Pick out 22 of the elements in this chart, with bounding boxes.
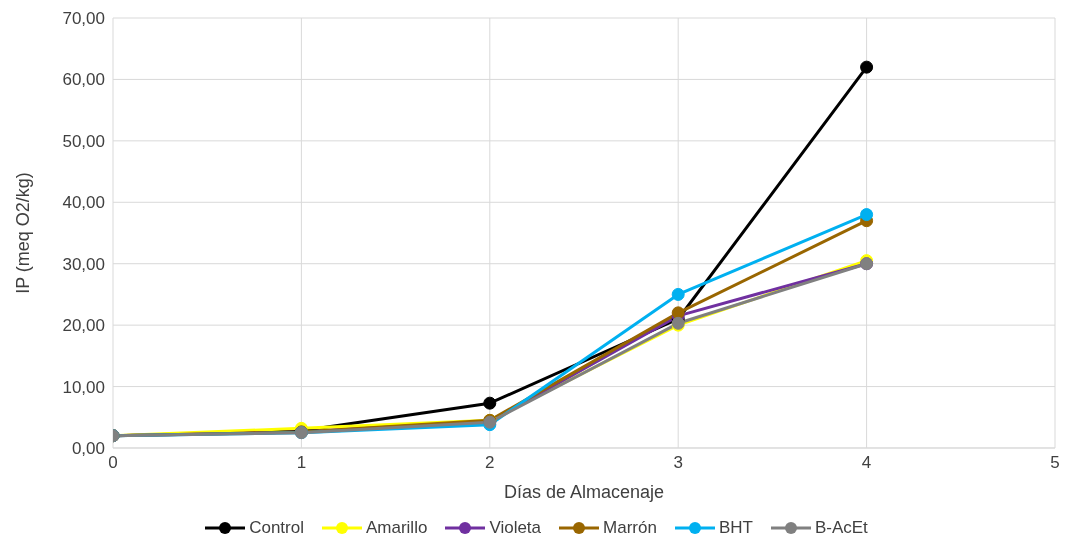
y-tick-label: 60,00 <box>62 70 105 90</box>
y-tick-label: 40,00 <box>62 193 105 213</box>
x-tick-label: 1 <box>296 453 307 473</box>
x-axis-title: Días de Almacenaje <box>503 482 665 502</box>
y-tick-label: 0,00 <box>71 439 105 459</box>
y-tick-label: 30,00 <box>62 254 105 274</box>
legend-label: BHT <box>717 518 753 538</box>
x-tick-label: 0 <box>108 453 118 473</box>
y-tick-label: 70,00 <box>62 9 105 29</box>
x-tick-label: 3 <box>673 453 683 473</box>
x-tick-label: 4 <box>861 453 872 473</box>
legend-label: Marrón <box>602 518 657 538</box>
y-tick-label: 10,00 <box>62 377 105 397</box>
y-tick-label: 50,00 <box>62 131 105 151</box>
legend-label: Violeta <box>488 518 542 538</box>
legend-label: B-AcEt <box>813 518 868 538</box>
y-tick-label: 20,00 <box>62 316 105 336</box>
legend-label: Control <box>248 518 304 538</box>
legend-label: Amarillo <box>364 518 428 538</box>
x-tick-label: 2 <box>485 453 495 473</box>
y-axis-title: IP (meq O2/kg) <box>13 172 34 294</box>
x-tick-label: 5 <box>1050 453 1060 473</box>
